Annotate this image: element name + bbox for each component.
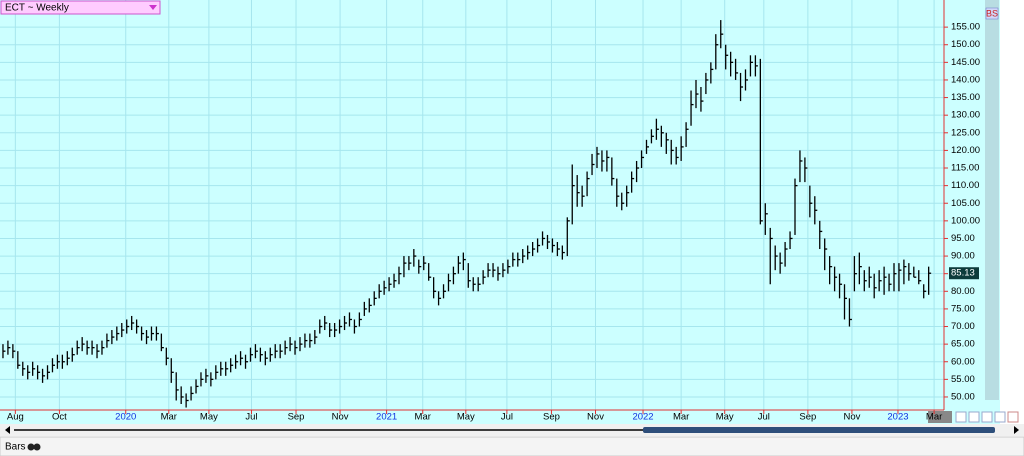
- mode-icon[interactable]: [33, 443, 41, 451]
- chart-title: ECT ~ Weekly: [5, 3, 69, 14]
- grid: [0, 0, 944, 410]
- y-tick-label: 90.00: [951, 251, 975, 262]
- y-tick-label: 75.00: [951, 303, 975, 314]
- y-tick-label: 55.00: [951, 374, 975, 385]
- x-tick-label: Jul: [758, 412, 770, 423]
- y-tick-label: 50.00: [951, 391, 975, 402]
- x-tick-label: Aug: [7, 412, 24, 423]
- y-tick-label: 115.00: [951, 163, 979, 174]
- button[interactable]: [955, 411, 967, 423]
- x-tick-label: Sep: [288, 412, 305, 423]
- x-tick-label: 2023: [887, 412, 908, 423]
- x-tick-label: May: [457, 412, 475, 423]
- y-tick-label: 125.00: [951, 127, 980, 138]
- dropdown-arrow[interactable]: [149, 5, 157, 10]
- y-tick-label: 100.00: [951, 215, 980, 226]
- x-tick-label: 2020: [115, 412, 136, 423]
- scroll-right[interactable]: [1014, 426, 1019, 434]
- x-tick-label: Nov: [843, 412, 860, 423]
- y-tick-label: 145.00: [951, 57, 980, 68]
- y-tick-label: 150.00: [951, 39, 980, 50]
- mode-icon[interactable]: [27, 443, 35, 451]
- y-tick-label: 95.00: [951, 233, 975, 244]
- y-tick-label: 155.00: [951, 22, 980, 33]
- y-tick-label: 130.00: [951, 110, 980, 121]
- scroll-left[interactable]: [5, 426, 10, 434]
- x-tick-label: Mar: [415, 412, 431, 423]
- badge-text: BS: [986, 8, 998, 18]
- x-tick-label: Jul: [245, 412, 257, 423]
- x-tick-label: May: [200, 412, 218, 423]
- x-tick-label: Jul: [501, 412, 513, 423]
- y-tick-label: 80.00: [951, 286, 975, 297]
- x-tick-label: Sep: [799, 412, 816, 423]
- x-tick-label: 2022: [632, 412, 653, 423]
- button[interactable]: [981, 411, 993, 423]
- x-tick-label: Nov: [587, 412, 604, 423]
- x-tick-label: 2021: [376, 412, 397, 423]
- x-tick-label: Mar: [161, 412, 177, 423]
- y-tick-label: 135.00: [951, 92, 980, 103]
- status-bar: [0, 436, 1024, 456]
- y-tick-label: 140.00: [951, 74, 980, 85]
- y-tick-label: 110.00: [951, 180, 979, 191]
- y-tick-label: 65.00: [951, 339, 975, 350]
- y-tick-label: 105.00: [951, 198, 980, 209]
- y-tick-label: 60.00: [951, 356, 975, 367]
- mode-label: Bars: [5, 442, 26, 453]
- badge[interactable]: [985, 7, 999, 20]
- last-price: 85.13: [951, 268, 975, 279]
- x-tick-label: Oct: [52, 412, 67, 423]
- axis-buttons: [955, 411, 1019, 423]
- chart-background: [0, 0, 1000, 424]
- side-panel: [985, 0, 999, 400]
- last-price-box: [949, 267, 979, 280]
- button[interactable]: [994, 411, 1006, 423]
- bars: [2, 20, 932, 408]
- x-tick-label: Sep: [543, 412, 560, 423]
- x-tick-label: Mar: [926, 412, 942, 423]
- title-box[interactable]: [0, 0, 161, 15]
- button[interactable]: [968, 411, 980, 423]
- y-tick-label: 70.00: [951, 321, 975, 332]
- x-tick-label: May: [716, 412, 734, 423]
- x-tick-label: Nov: [332, 412, 349, 423]
- y-tick-label: 120.00: [951, 145, 980, 156]
- x-tick-label: Mar: [673, 412, 689, 423]
- button[interactable]: [1007, 411, 1019, 423]
- scroll-thumb[interactable]: [643, 427, 995, 433]
